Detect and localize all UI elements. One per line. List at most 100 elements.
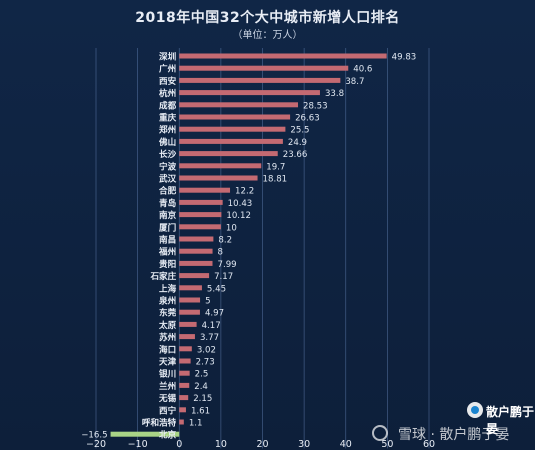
chart-subtitle: （单位：万人） bbox=[232, 30, 303, 41]
data-label: −16.5 bbox=[81, 431, 107, 441]
category-label: 广州 bbox=[159, 63, 176, 75]
bar bbox=[179, 163, 262, 169]
data-label: 40.6 bbox=[353, 65, 372, 75]
data-label: 7.99 bbox=[218, 260, 237, 270]
bar bbox=[179, 224, 221, 230]
bar bbox=[179, 321, 197, 327]
data-label: 2.5 bbox=[195, 370, 209, 380]
category-label: 东莞 bbox=[159, 307, 177, 319]
category-label: 泉州 bbox=[158, 295, 176, 307]
category-label: 长沙 bbox=[159, 148, 177, 160]
category-label: 武汉 bbox=[159, 173, 177, 185]
x-tick-label: 40 bbox=[340, 439, 352, 450]
bar bbox=[179, 273, 210, 279]
bar bbox=[179, 419, 184, 425]
wechat-badge-icon bbox=[467, 402, 483, 418]
bar bbox=[179, 236, 214, 242]
category-label: 兰州 bbox=[159, 380, 176, 392]
data-label: 26.63 bbox=[295, 114, 320, 124]
chart-title: 2018年中国32个大中城市新增人口排名 bbox=[135, 10, 400, 26]
data-label: 8 bbox=[218, 248, 223, 258]
watermark-author: 散户鹏于晏 bbox=[486, 405, 535, 436]
x-tick-label: 60 bbox=[423, 439, 435, 450]
category-label: 贵阳 bbox=[159, 258, 176, 270]
bar bbox=[179, 199, 223, 205]
bar bbox=[179, 138, 283, 144]
data-label: 1.61 bbox=[191, 406, 210, 416]
watermark-site: 雪球 · 散户鹏于晏 bbox=[398, 427, 510, 443]
x-tick-label: 10 bbox=[215, 439, 227, 450]
category-label: 上海 bbox=[159, 282, 177, 294]
category-label: 合肥 bbox=[159, 185, 177, 197]
bar bbox=[179, 334, 195, 340]
category-label: 无锡 bbox=[158, 392, 177, 404]
category-label: 厦门 bbox=[159, 221, 177, 233]
bar bbox=[179, 382, 190, 388]
bar bbox=[179, 53, 387, 59]
data-label: 3.02 bbox=[197, 345, 216, 355]
data-label: 2.4 bbox=[194, 382, 208, 392]
category-label: 成都 bbox=[159, 99, 177, 111]
bar bbox=[179, 297, 201, 303]
x-tick-label: 0 bbox=[176, 439, 182, 450]
data-label: 7.17 bbox=[214, 272, 233, 282]
bar bbox=[179, 126, 286, 132]
bar bbox=[179, 151, 278, 157]
category-label: 青岛 bbox=[159, 197, 177, 209]
category-label: 北京 bbox=[159, 429, 177, 441]
category-label: 南京 bbox=[159, 209, 177, 221]
bar bbox=[179, 395, 189, 401]
bar bbox=[179, 309, 200, 315]
data-label: 2.73 bbox=[196, 358, 215, 368]
bar bbox=[179, 407, 186, 413]
category-label: 杭州 bbox=[159, 87, 176, 99]
bar bbox=[179, 65, 349, 71]
bar bbox=[179, 248, 213, 254]
category-label: 海口 bbox=[159, 343, 176, 355]
category-label: 西宁 bbox=[159, 404, 177, 416]
bar bbox=[110, 431, 180, 437]
category-label: 南昌 bbox=[159, 234, 176, 246]
bar bbox=[179, 102, 299, 108]
data-label: 5 bbox=[205, 297, 210, 307]
xueqiu-logo-icon bbox=[372, 425, 388, 441]
bar bbox=[179, 187, 231, 193]
data-label: 4.17 bbox=[202, 321, 221, 331]
data-label: 23.66 bbox=[283, 150, 308, 160]
category-label: 银川 bbox=[159, 368, 176, 380]
x-tick-label: −10 bbox=[128, 439, 148, 450]
x-tick-label: 20 bbox=[256, 439, 268, 450]
bar bbox=[179, 90, 320, 96]
bar bbox=[179, 175, 258, 181]
bar bbox=[179, 114, 291, 120]
category-label: 佛山 bbox=[158, 136, 176, 148]
category-label: 太原 bbox=[159, 319, 177, 331]
bar bbox=[179, 370, 190, 376]
data-label: 4.97 bbox=[205, 309, 224, 319]
data-label: 18.81 bbox=[263, 175, 288, 185]
bar bbox=[179, 212, 222, 218]
bar bbox=[179, 346, 192, 352]
x-tick-label: 30 bbox=[298, 439, 310, 450]
data-label: 49.83 bbox=[392, 53, 417, 63]
category-label: 郑州 bbox=[159, 124, 176, 136]
category-label: 西安 bbox=[159, 75, 177, 87]
data-label: 8.2 bbox=[218, 236, 232, 246]
data-label: 38.7 bbox=[345, 77, 364, 87]
category-label: 呼和浩特 bbox=[142, 417, 177, 429]
category-label: 重庆 bbox=[159, 112, 177, 124]
data-label: 10.43 bbox=[228, 199, 253, 209]
data-label: 1.1 bbox=[189, 419, 203, 429]
category-label: 苏州 bbox=[159, 331, 176, 343]
data-label: 19.7 bbox=[266, 162, 285, 172]
category-label: 石家庄 bbox=[149, 270, 176, 282]
bar bbox=[179, 285, 202, 291]
data-label: 12.2 bbox=[235, 187, 254, 197]
category-label: 福州 bbox=[158, 246, 176, 258]
data-label: 10.12 bbox=[226, 211, 251, 221]
bar bbox=[179, 77, 341, 83]
category-label: 深圳 bbox=[159, 51, 177, 63]
data-label: 3.77 bbox=[200, 333, 219, 343]
